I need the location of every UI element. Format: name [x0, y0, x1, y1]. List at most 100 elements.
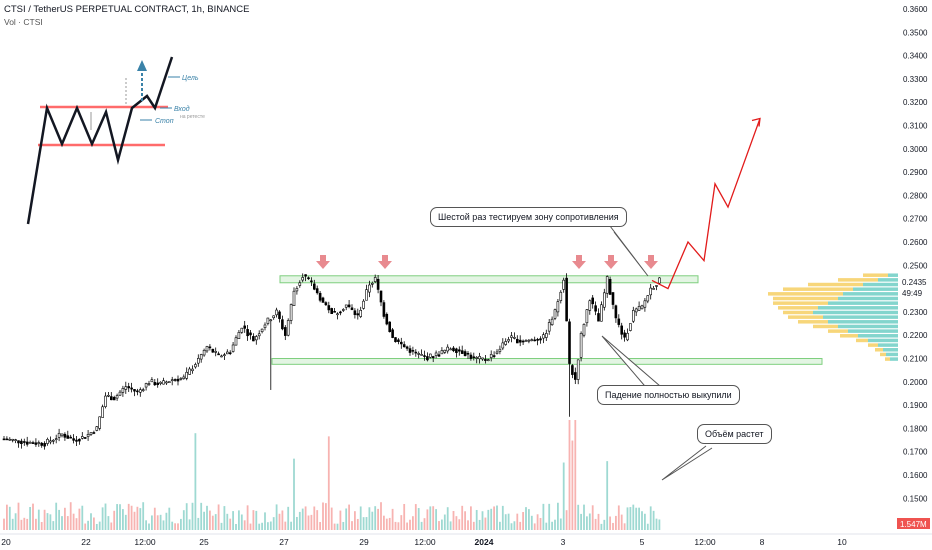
- annotation-resistance[interactable]: Шестой раз тестируем зону сопротивления: [430, 207, 627, 227]
- candle-body: [501, 342, 505, 349]
- volume-bar: [472, 521, 475, 530]
- resistance-zone: [279, 275, 699, 284]
- volume-bar: [304, 506, 307, 530]
- price-axis[interactable]: 0.3600 0.3500 0.3400 0.3300 0.3200 0.3100 0.30…: [903, 5, 928, 503]
- volume-bar: [530, 515, 533, 530]
- volume-bar: [467, 520, 469, 530]
- candle-body: [263, 324, 267, 328]
- candle-body: [649, 287, 653, 296]
- volume-bar: [484, 517, 487, 530]
- candle-body: [34, 442, 38, 445]
- candle-body: [481, 357, 484, 360]
- volume-bar: [72, 513, 75, 530]
- profile-bar-up: [828, 320, 898, 324]
- candle-body: [658, 277, 661, 284]
- candle-body: [408, 348, 412, 353]
- profile-bar-up: [878, 278, 898, 282]
- candle-body: [139, 389, 142, 393]
- volume-bar: [84, 523, 87, 530]
- profile-bar-up: [886, 352, 898, 357]
- volume-bar: [435, 509, 437, 530]
- candle-body: [513, 337, 516, 339]
- leader-bought: [601, 335, 661, 393]
- candle-body: [179, 378, 183, 380]
- volume-bar: [359, 506, 362, 530]
- candle-body: [20, 440, 23, 445]
- volume-bar: [394, 521, 397, 530]
- candle-body: [312, 283, 316, 290]
- volume-bar: [591, 505, 594, 530]
- candle-body: [228, 352, 232, 354]
- y-tick-label: 0.2800: [903, 191, 928, 200]
- volume-bar: [203, 511, 205, 530]
- candle-body: [568, 321, 571, 364]
- volume-bar: [646, 523, 649, 530]
- volume-bar: [507, 513, 510, 530]
- volume-bar: [600, 523, 603, 530]
- volume-bar: [240, 514, 243, 530]
- volume-bar: [316, 510, 319, 530]
- volume-bar: [101, 507, 104, 530]
- candle-body: [144, 383, 148, 388]
- volume-bar: [243, 520, 246, 530]
- candle-body: [463, 351, 467, 357]
- candle-body: [646, 295, 650, 302]
- volume-bar: [490, 508, 493, 530]
- candle-body: [495, 351, 499, 354]
- candle-body: [89, 432, 93, 435]
- volume-bar: [423, 518, 426, 530]
- candle-body: [423, 355, 426, 357]
- candle-body: [449, 348, 452, 351]
- volume-bar: [29, 506, 31, 530]
- candle-body: [223, 354, 226, 357]
- volume-bar: [377, 508, 379, 530]
- volume-bar: [310, 514, 313, 530]
- candle-body: [234, 337, 238, 346]
- candle-body: [333, 311, 336, 313]
- candle-body: [489, 354, 493, 358]
- candle-body: [31, 442, 35, 444]
- candle-body: [498, 348, 502, 352]
- candle-body: [579, 333, 583, 358]
- candle-body: [417, 353, 421, 355]
- candle-body: [576, 359, 580, 380]
- profile-bar-up: [838, 324, 898, 329]
- time-axis[interactable]: 20 22 12:00 25 27 29 12:00 2024 3 5 12:00 8 10: [1, 537, 847, 547]
- candle-body: [402, 344, 406, 348]
- candle-body: [565, 277, 568, 322]
- volume-bar: [87, 520, 89, 530]
- candle-body: [594, 305, 597, 312]
- candle-body: [60, 433, 64, 437]
- test-arrow: [378, 255, 392, 269]
- y-tick-label: 0.1600: [903, 471, 928, 480]
- volume-bar: [342, 521, 345, 530]
- candle-body: [182, 376, 186, 379]
- volume-bar: [443, 514, 446, 530]
- candle-body: [617, 318, 621, 325]
- volume-bar: [655, 518, 658, 530]
- candle-body: [69, 436, 72, 439]
- candle-body: [283, 327, 287, 336]
- annotation-volume[interactable]: Объём растет: [697, 424, 772, 444]
- volume-bar: [374, 506, 377, 530]
- candle-body: [252, 336, 255, 342]
- volume-bars: [3, 420, 661, 530]
- test-arrow: [572, 255, 586, 269]
- candle-body: [466, 352, 470, 355]
- candle-body: [98, 416, 101, 429]
- volume-bar: [61, 516, 63, 530]
- leader-volume: [661, 445, 713, 481]
- candle-body: [188, 368, 191, 375]
- volume-bar: [64, 507, 66, 530]
- candle-body: [156, 382, 159, 385]
- candle-body: [115, 395, 119, 399]
- volume-bar: [272, 517, 275, 530]
- volume-bar: [162, 520, 165, 530]
- y-tick-label: 0.3300: [903, 75, 928, 84]
- annotation-bought[interactable]: Падение полностью выкупили: [597, 385, 740, 405]
- y-tick-label: 0.2100: [903, 355, 928, 364]
- candle-body: [51, 439, 55, 442]
- profile-bar-up: [863, 282, 898, 287]
- candle-body: [110, 396, 113, 401]
